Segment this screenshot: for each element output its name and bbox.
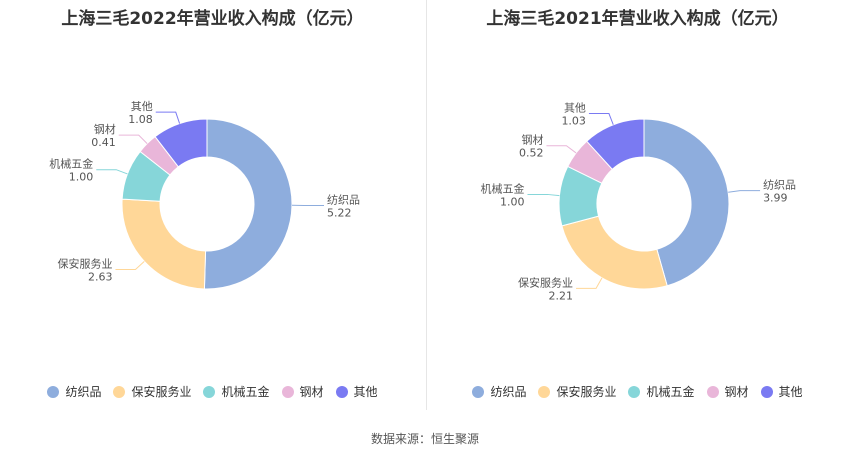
slice-value-security-service: 2.21 [549,289,574,302]
legend-label: 其他 [778,385,803,399]
leader-line-steel [118,134,148,144]
legend-marker [706,385,719,398]
legend-marker [628,385,641,398]
leader-line-textiles [728,190,761,193]
slice-label-other: 其他 [564,102,586,115]
legend-marker [113,385,126,398]
legend-marker [760,385,773,398]
legend-item-hardware[interactable]: 机械五金 [628,383,695,400]
slice-label-other: 其他 [131,100,153,113]
legend-marker [203,385,216,398]
legend: 纺织品 保安服务业 机械五金 钢材 其他 [0,383,425,400]
slice-value-other: 1.03 [561,115,586,128]
legend-marker [281,385,294,398]
legend-item-security-service[interactable]: 保安服务业 [113,383,191,400]
panel-divider [426,0,427,410]
data-source: 数据来源：恒生聚源 [370,432,479,446]
leader-line-security-service [115,261,145,271]
slice-security-service[interactable] [121,198,207,290]
leader-line-hardware [527,193,560,197]
legend: 纺织品 保安服务业 机械五金 钢材 其他 [425,383,850,400]
slice-label-steel: 钢材 [521,133,543,147]
slice-label-security-service: 保安服务业 [518,275,573,289]
leader-line-steel [546,145,577,154]
legend-item-steel[interactable]: 钢材 [706,383,749,400]
legend-item-other[interactable]: 其他 [760,383,803,400]
legend-label: 机械五金 [221,385,270,399]
legend-item-textiles[interactable]: 纺织品 [47,383,101,400]
legend-marker [335,385,348,398]
legend-label: 其他 [353,385,378,399]
slice-value-security-service: 2.63 [88,271,113,284]
leader-line-security-service [576,277,603,289]
slice-other[interactable] [586,118,645,170]
legend-item-textiles[interactable]: 纺织品 [472,383,526,400]
slice-value-steel: 0.52 [519,147,544,160]
legend-item-other[interactable]: 其他 [335,383,378,400]
slice-value-textiles: 3.99 [763,192,788,205]
legend-label: 保安服务业 [556,385,617,399]
leader-line-hardware [96,169,128,175]
slice-security-service[interactable] [561,215,668,290]
slice-value-hardware: 1.00 [500,195,525,208]
slice-value-textiles: 5.22 [327,206,352,219]
legend-item-security-service[interactable]: 保安服务业 [538,383,616,400]
legend-marker [538,385,551,398]
legend-marker [472,385,485,398]
chart-panel-2021: 上海三毛2021年营业收入构成（亿元） 纺织品 3.99 保安服务业 2.21 机械五金… [425,0,850,410]
slice-label-textiles: 纺织品 [763,178,796,192]
slice-label-hardware: 机械五金 [49,157,93,171]
legend-label: 纺织品 [65,385,102,399]
slice-other[interactable] [154,118,208,168]
slice-label-textiles: 纺织品 [327,192,360,206]
slice-label-security-service: 保安服务业 [57,257,112,271]
legend-label: 纺织品 [490,385,527,399]
slice-textiles[interactable] [203,118,293,290]
slice-label-steel: 钢材 [94,122,116,136]
legend-label: 钢材 [299,385,324,399]
leader-line-other [155,111,181,124]
slice-textiles[interactable] [643,118,730,287]
chart-panel-2022: 上海三毛2022年营业收入构成（亿元） 纺织品 5.22 保安服务业 2.63 机械五金… [0,0,425,410]
slice-value-steel: 0.41 [91,136,116,149]
legend-item-hardware[interactable]: 机械五金 [203,383,270,400]
slice-label-hardware: 机械五金 [480,181,524,195]
legend-label: 钢材 [724,385,749,399]
slice-value-hardware: 1.00 [69,171,94,184]
slice-value-other: 1.08 [128,113,153,126]
chart-title: 上海三毛2021年营业收入构成（亿元） [486,9,789,29]
legend-label: 保安服务业 [131,385,192,399]
legend-item-steel[interactable]: 钢材 [281,383,324,400]
legend-label: 机械五金 [646,385,695,399]
chart-title: 上海三毛2022年营业收入构成（亿元） [61,9,364,29]
legend-marker [47,385,60,398]
leader-line-other [588,113,614,125]
